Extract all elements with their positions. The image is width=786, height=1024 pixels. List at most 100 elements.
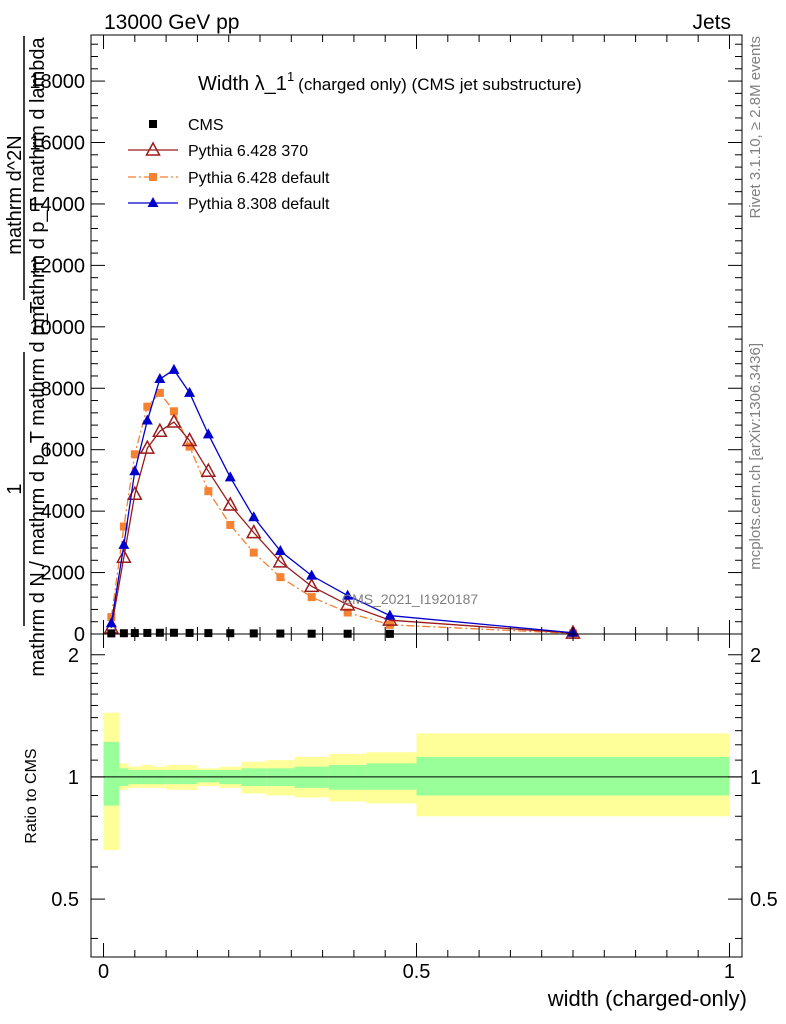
data-point	[155, 628, 164, 637]
data-point	[226, 520, 235, 529]
data-point	[105, 617, 117, 628]
legend-label: CMS	[188, 117, 224, 134]
legend: CMS Pythia 6.428 370 Pythia 6.428 default P…	[128, 117, 330, 213]
data-point	[130, 450, 139, 459]
y-tick-label: 8000	[41, 378, 86, 400]
legend-label: Pythia 6.428 370	[188, 143, 308, 160]
y-tick-label: 0	[74, 624, 85, 646]
data-point	[166, 413, 182, 428]
ratio-band-inner	[416, 756, 730, 796]
series-cms	[107, 628, 394, 638]
ylabel-numerator: 1	[4, 483, 26, 494]
x-tick-label: 1	[724, 961, 735, 983]
data-point	[107, 613, 116, 622]
x-tick-label: 0	[98, 961, 109, 983]
data-point	[129, 465, 141, 476]
main-ylabel: 1 mathrm d N / mathrm d p_T mathrm d p_T…	[4, 36, 49, 677]
data-point	[119, 629, 128, 638]
data-point	[118, 538, 130, 549]
series-pythia-6-428-370	[103, 413, 581, 639]
y-tick-label: 12000	[29, 255, 85, 277]
data-point	[139, 439, 156, 454]
ratio-ylabel: Ratio to CMS	[23, 748, 40, 843]
data-point	[143, 402, 152, 411]
y-tick-label: 18000	[29, 71, 85, 93]
data-point	[384, 609, 396, 620]
header-left: 13000 GeV pp	[104, 11, 239, 34]
data-point	[168, 363, 180, 374]
y-tick-label: 14000	[29, 194, 85, 216]
y-tick-label: 2000	[41, 563, 86, 585]
data-point	[185, 628, 194, 637]
data-point	[248, 511, 260, 522]
ratio-y-tick-label: 2	[68, 645, 79, 667]
legend-marker	[145, 141, 161, 156]
data-point	[202, 428, 214, 439]
data-point	[276, 573, 285, 582]
data-point	[119, 522, 128, 531]
data-point	[249, 548, 258, 557]
data-point	[306, 569, 318, 580]
plot-title-main: Width λ_1	[198, 73, 287, 95]
ratio-y-tick-label: 0.5	[51, 889, 79, 911]
data-point	[272, 553, 289, 568]
data-point	[169, 407, 178, 416]
y-tick-label: 6000	[41, 440, 86, 462]
ratio-y-tick-label-right: 2	[750, 645, 761, 667]
legend-marker	[147, 197, 159, 207]
data-point	[116, 548, 132, 563]
legend-entry: Pythia 6.428 default	[128, 170, 330, 187]
data-point	[152, 422, 168, 438]
legend-label: Pythia 8.308 default	[188, 196, 330, 213]
data-point	[185, 442, 194, 451]
plot-title: Width λ_11 (charged only) (CMS jet substr…	[198, 69, 582, 95]
mcplots-label: mcplots.cern.ch [arXiv:1306.3436]	[747, 343, 764, 570]
data-point	[181, 431, 198, 447]
data-point	[245, 524, 262, 539]
y-tick-label: 4000	[41, 501, 86, 523]
legend-marker	[149, 120, 157, 128]
data-point	[224, 471, 236, 482]
data-point	[303, 577, 320, 593]
data-point	[154, 373, 166, 384]
legend-marker	[149, 173, 157, 181]
data-point	[339, 596, 356, 611]
legend-entry: Pythia 6.428 370	[128, 141, 308, 160]
ylabel-denominator: mathrm d N / mathrm d p_T mathrm d p_T	[27, 301, 49, 676]
ylabel-right-top: mathrm d^2N	[4, 135, 26, 254]
ratio-y-tick-label: 1	[68, 767, 79, 789]
plot-title-rest: (charged only) (CMS jet substructure)	[298, 75, 581, 94]
analysis-id: CMS_2021_I1920187	[342, 591, 478, 607]
data-point	[141, 414, 153, 425]
data-point	[222, 496, 239, 511]
rivet-label: Rivet 3.1.10, ≥ 2.8M events	[747, 36, 764, 219]
y-tick-label: 10000	[29, 317, 85, 339]
series-line	[110, 421, 574, 634]
legend-label: Pythia 6.428 default	[188, 170, 330, 187]
data-point	[307, 593, 316, 602]
data-point	[343, 608, 352, 617]
data-point	[226, 629, 235, 638]
data-point	[184, 386, 196, 397]
data-point	[204, 487, 213, 496]
legend-entry: Pythia 8.308 default	[128, 196, 330, 213]
legend-entry: CMS	[149, 117, 224, 134]
ratio-y-tick-label-right: 0.5	[750, 889, 778, 911]
ylabel-right-bottom: mathrm d p_T mathrm d lambda	[27, 36, 49, 322]
plot-title-sup: 1	[287, 69, 294, 84]
data-point	[200, 462, 217, 477]
data-point	[155, 388, 164, 397]
data-point	[342, 589, 354, 600]
data-point	[143, 628, 152, 637]
main-panel: 0 2000 4000 6000 8000 10000 12000 14000 16000 180…	[29, 34, 743, 646]
x-tick-label: 0.5	[403, 961, 431, 983]
xlabel: width (charged-only)	[547, 986, 747, 1011]
ratio-y-tick-label-right: 1	[750, 767, 761, 789]
data-point	[204, 629, 213, 638]
data-point	[107, 629, 116, 638]
ratio-band-inner	[103, 741, 120, 806]
ratio-band-inner	[197, 770, 220, 783]
y-tick-label: 16000	[29, 133, 85, 155]
ratio-panel: 0.5 0.5 1 1 2 2 0 0.5 1	[51, 633, 778, 983]
